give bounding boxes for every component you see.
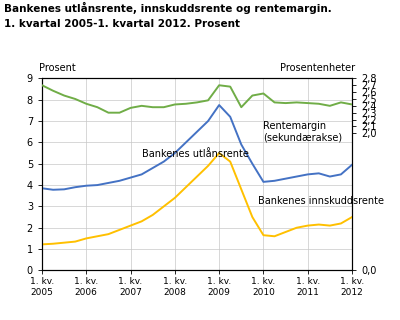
Text: Bankenes innskuddsrente: Bankenes innskuddsrente <box>258 196 384 206</box>
Text: Prosent: Prosent <box>39 63 76 73</box>
Text: Bankenes utlånsrente: Bankenes utlånsrente <box>142 149 248 159</box>
Text: Bankenes utlånsrente, innskuddsrente og rentemargin.: Bankenes utlånsrente, innskuddsrente og … <box>4 2 332 14</box>
Text: 1. kvartal 2005-1. kvartal 2012. Prosent: 1. kvartal 2005-1. kvartal 2012. Prosent <box>4 19 240 29</box>
Text: Prosentenheter: Prosentenheter <box>280 63 355 73</box>
Text: Rentemargin
(sekundærakse): Rentemargin (sekundærakse) <box>264 121 342 143</box>
